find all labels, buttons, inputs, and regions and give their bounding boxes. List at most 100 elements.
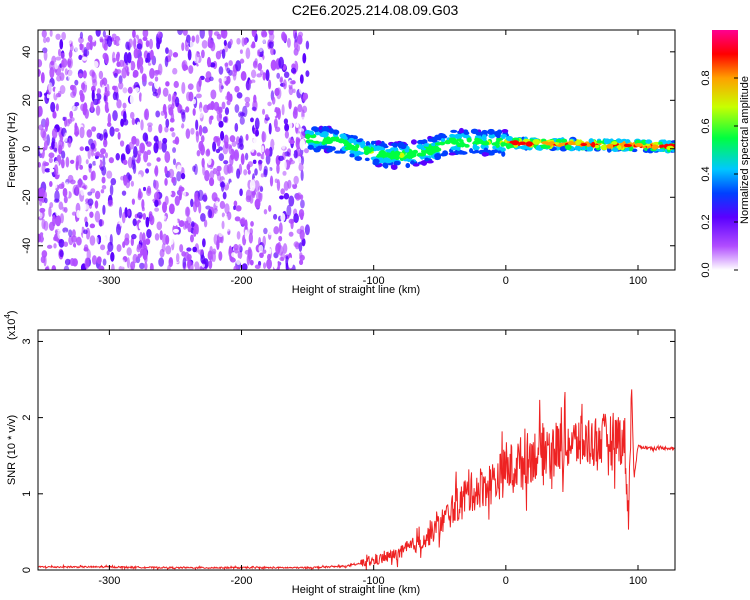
heatmap-noise-cell	[92, 98, 99, 106]
heatmap-noise-cell	[142, 186, 147, 192]
heatmap-noise-cell	[289, 139, 295, 144]
heatmap-carrier-cell	[405, 163, 411, 169]
spectrogram-y-ticks: -40 -20 0 20 40	[21, 46, 675, 254]
heatmap-noise-cell	[209, 115, 214, 120]
heatmap-noise-cell	[148, 38, 153, 50]
heatmap-noise-cell	[100, 244, 106, 251]
heatmap-noise-cell	[257, 103, 261, 113]
heatmap-carrier-cell	[426, 149, 434, 156]
heatmap-noise-cell	[40, 187, 45, 199]
snr-x-ticks: -300 -200 -100 0 100	[98, 330, 647, 587]
heatmap-noise-cell	[184, 70, 189, 77]
colorbar-tick-label: 0.2	[700, 214, 712, 229]
heatmap-carrier-cell	[580, 142, 588, 147]
heatmap-noise-cell	[48, 114, 53, 124]
heatmap-noise-cell	[125, 65, 129, 73]
heatmap-noise-cell	[42, 231, 49, 240]
heatmap-carrier-cell	[616, 139, 624, 144]
heatmap-carrier-cell	[525, 141, 533, 147]
heatmap-noise-cell	[64, 132, 68, 142]
heatmap-noise-cell	[190, 221, 195, 228]
heatmap-noise-cell	[300, 169, 304, 181]
heatmap-carrier-cell	[440, 152, 446, 157]
heatmap-noise-cell	[91, 70, 95, 78]
heatmap-noise-cell	[42, 37, 47, 44]
heatmap-noise-cell	[46, 36, 50, 43]
heatmap-noise-cell	[117, 132, 121, 140]
heatmap-carrier-cell	[518, 141, 526, 145]
heatmap-noise-cell	[62, 187, 68, 198]
heatmap-noise-cell	[201, 157, 205, 168]
heatmap-carrier-cell	[372, 158, 380, 164]
snr-panel: -300 -200 -100 0 100 0 1 2 3 Height of straight…	[3, 310, 676, 596]
heatmap-noise-cell	[249, 259, 254, 266]
heatmap-noise-cell	[108, 157, 115, 164]
heatmap-noise-cell	[172, 216, 178, 227]
heatmap-noise-cell	[46, 244, 53, 249]
heatmap-noise-cell	[48, 206, 52, 218]
heatmap-noise-cell	[179, 109, 186, 115]
heatmap-noise-cell	[234, 216, 241, 222]
heatmap-carrier-cell	[658, 141, 663, 145]
heatmap-noise-cell	[117, 118, 122, 128]
heatmap-noise-cell	[167, 93, 172, 102]
heatmap-noise-cell	[202, 165, 206, 176]
heatmap-noise-cell	[164, 166, 168, 175]
heatmap-noise-cell	[208, 177, 215, 187]
heatmap-carrier-cell	[466, 137, 472, 143]
heatmap-noise-cell	[122, 84, 128, 97]
heatmap-noise-cell	[38, 105, 43, 117]
heatmap-noise-cell	[107, 199, 114, 207]
heatmap-noise-cell	[263, 208, 268, 215]
heatmap-noise-cell	[149, 202, 154, 211]
heatmap-noise-cell	[83, 102, 88, 113]
heatmap-noise-cell	[154, 76, 159, 82]
heatmap-noise-cell	[218, 251, 223, 261]
heatmap-noise-cell	[250, 117, 254, 123]
heatmap-noise-cell	[219, 181, 226, 188]
heatmap-noise-cell	[65, 156, 70, 168]
heatmap-noise-cell	[38, 59, 43, 68]
heatmap-noise-cell	[112, 110, 118, 122]
heatmap-noise-cell	[224, 141, 229, 149]
heatmap-noise-cell	[120, 259, 126, 268]
heatmap-noise-cell	[213, 234, 219, 245]
heatmap-noise-cell	[218, 153, 225, 162]
heatmap-noise-cell	[255, 129, 260, 137]
heatmap-carrier-cell	[661, 139, 667, 145]
heatmap-noise-cell	[243, 37, 248, 46]
heatmap-noise-cell	[203, 188, 209, 195]
heatmap-noise-cell	[127, 209, 131, 217]
heatmap-noise-cell	[81, 56, 88, 61]
heatmap-noise-cell	[118, 81, 124, 90]
heatmap-noise-cell	[43, 161, 50, 167]
heatmap-carrier-cell	[349, 150, 356, 154]
heatmap-noise-cell	[258, 159, 263, 165]
heatmap-noise-cell	[283, 92, 289, 100]
heatmap-noise-cell	[196, 150, 201, 157]
heatmap-noise-cell	[55, 56, 62, 61]
heatmap-noise-cell	[44, 121, 48, 132]
heatmap-noise-cell	[71, 235, 78, 243]
heatmap-noise-cell	[278, 235, 283, 242]
spectrogram-frame	[37, 29, 676, 271]
heatmap-noise-cell	[204, 90, 210, 99]
heatmap-noise-cell	[262, 249, 267, 254]
heatmap-noise-cell	[78, 54, 83, 61]
heatmap-noise-cell	[249, 138, 255, 148]
heatmap-noise-cell	[91, 126, 97, 132]
heatmap-noise-cell	[143, 61, 148, 73]
heatmap-noise-cell	[282, 243, 288, 254]
heatmap-noise-cell	[126, 257, 130, 269]
heatmap-noise-cell	[67, 174, 74, 183]
heatmap-noise-cell	[193, 163, 198, 176]
heatmap-noise-cell	[92, 60, 99, 69]
heatmap-noise-cell	[168, 222, 173, 228]
heatmap-noise-cell	[286, 204, 292, 217]
heatmap-noise-cell	[165, 47, 169, 54]
heatmap-noise-cell	[148, 200, 154, 205]
heatmap-noise-cell	[110, 65, 116, 72]
heatmap-noise-cell	[181, 251, 187, 257]
heatmap-noise-cell	[122, 241, 126, 249]
heatmap-noise-cell	[102, 248, 107, 259]
